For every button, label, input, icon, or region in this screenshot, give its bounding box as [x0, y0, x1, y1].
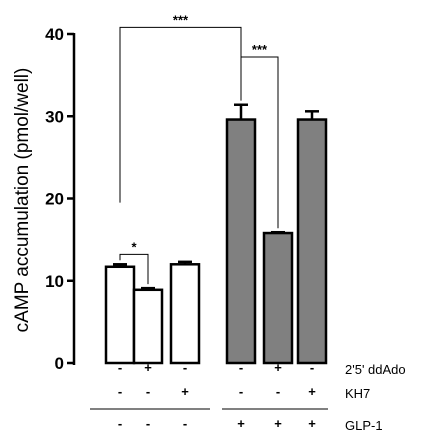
significance-bracket [119, 253, 149, 285]
significance-brackets: ******* [119, 12, 279, 285]
condition-sign: + [274, 360, 282, 375]
condition-sign: + [237, 416, 245, 431]
condition-sign: + [181, 384, 189, 399]
bars [104, 103, 328, 365]
y-tick-label: 10 [45, 272, 64, 291]
condition-sign: - [118, 360, 122, 375]
significance-label: *** [252, 42, 268, 57]
bar [132, 288, 164, 365]
condition-sign: - [146, 384, 150, 399]
condition-sign: - [239, 360, 243, 375]
condition-sign: - [118, 384, 122, 399]
condition-sign: - [118, 416, 122, 431]
condition-sign: - [183, 360, 187, 375]
condition-sign: - [183, 416, 187, 431]
condition-sign: - [276, 384, 280, 399]
condition-sign: - [146, 416, 150, 431]
bar [169, 263, 201, 365]
y-tick-label: 0 [55, 354, 64, 373]
y-tick-label: 30 [45, 107, 64, 126]
condition-sign: - [239, 384, 243, 399]
y-tick-label: 40 [45, 25, 64, 44]
condition-label: KH7 [345, 386, 370, 401]
condition-sign: + [308, 384, 316, 399]
significance-bracket [119, 26, 242, 203]
y-tick-label: 20 [45, 190, 64, 209]
bar [296, 118, 328, 365]
condition-sign: - [310, 360, 314, 375]
bar [262, 231, 294, 365]
condition-label: GLP-1 [345, 418, 383, 433]
condition-label: 2'5' ddAdo [345, 362, 406, 377]
bar [225, 118, 257, 365]
condition-table: - + - - + - 2'5' ddAdo - - + - - + KH7 - - - + + + GLP-1 [90, 360, 406, 433]
significance-label: * [131, 239, 137, 254]
significance-label: *** [173, 12, 189, 27]
condition-sign: + [274, 416, 282, 431]
axes: 0 10 20 30 40 cAMP accumulation (pmol/well) [12, 25, 76, 373]
bar [104, 265, 136, 365]
condition-sign: + [308, 416, 316, 431]
y-axis-title: cAMP accumulation (pmol/well) [12, 68, 33, 333]
condition-sign: + [144, 360, 152, 375]
